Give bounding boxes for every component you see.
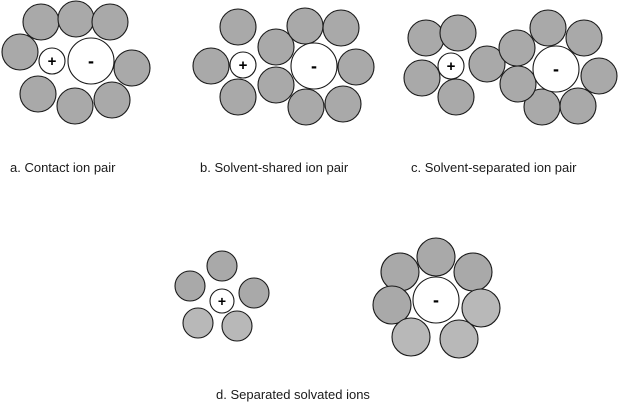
panel-a-contact-ion-pair: + -	[1, 0, 151, 125]
solvent-molecule	[56, 87, 94, 125]
anion-charge: -	[553, 59, 559, 79]
solvent-molecule	[324, 85, 362, 123]
solvent-molecule	[219, 78, 257, 116]
panel-b-solvent-shared-ion-pair: + -	[192, 7, 375, 126]
solvated-cation: +	[174, 250, 270, 342]
solvent-molecule	[523, 88, 561, 126]
solvent-molecule	[286, 7, 324, 45]
solvent-molecule	[206, 250, 238, 282]
solvent-molecule	[91, 3, 129, 41]
caption-d: d. Separated solvated ions	[216, 387, 370, 402]
anion	[290, 42, 338, 90]
solvent-molecule	[192, 47, 230, 85]
solvent-molecule	[221, 310, 253, 342]
solvent-molecule	[407, 19, 445, 57]
anion-charge: -	[88, 51, 94, 71]
solvent-molecule	[1, 33, 39, 71]
cation	[437, 52, 465, 80]
anion	[67, 37, 115, 85]
anion-charge: -	[311, 56, 317, 76]
cation-charge: +	[447, 58, 456, 75]
solvent-molecule	[22, 3, 60, 41]
solvent-molecule	[453, 252, 493, 292]
solvent-molecule	[174, 270, 206, 302]
caption-c: c. Solvent-separated ion pair	[411, 160, 577, 175]
cation	[38, 47, 66, 75]
solvent-molecule	[257, 66, 295, 104]
caption-a: a. Contact ion pair	[10, 160, 116, 175]
cation-charge: +	[239, 57, 248, 74]
solvent-molecule	[372, 285, 412, 325]
anion-charge: -	[433, 290, 439, 310]
solvent-molecule	[337, 48, 375, 86]
caption-b: b. Solvent-shared ion pair	[200, 160, 349, 175]
anion	[532, 45, 580, 93]
solvent-molecule	[529, 9, 567, 47]
solvent-molecule	[182, 307, 214, 339]
solvent-molecule	[238, 277, 270, 309]
cation	[229, 51, 257, 79]
panel-c-solvent-separated-ion-pair: + -	[403, 9, 618, 126]
solvent-molecule	[437, 78, 475, 116]
solvent-molecule	[391, 317, 431, 357]
solvent-molecule	[580, 57, 618, 95]
solvent-molecule	[565, 19, 603, 57]
solvent-molecule	[499, 65, 537, 103]
solvent-molecule	[322, 9, 360, 47]
solvent-molecule	[461, 288, 501, 328]
solvent-molecule	[403, 59, 441, 97]
solvent-molecule	[439, 319, 479, 359]
solvent-molecule	[257, 28, 295, 66]
solvent-molecule	[439, 14, 477, 52]
cation-charge: +	[48, 53, 57, 70]
solvent-molecule	[93, 81, 131, 119]
solvent-molecule	[19, 75, 57, 113]
solvent-molecule	[219, 8, 257, 46]
anion	[412, 276, 460, 324]
solvent-molecule	[287, 88, 325, 126]
solvent-molecule	[468, 45, 506, 83]
solvent-molecule	[380, 252, 420, 292]
solvent-molecule	[416, 237, 456, 277]
solvent-molecule	[57, 0, 95, 38]
solvated-anion: -	[372, 237, 501, 359]
solvent-molecule	[113, 49, 151, 87]
solvent-molecule	[559, 87, 597, 125]
panel-d-separated-solvated-ions: + -	[174, 237, 501, 359]
cation-charge: +	[218, 293, 226, 309]
solvent-molecule	[498, 29, 536, 67]
cation	[209, 288, 235, 314]
